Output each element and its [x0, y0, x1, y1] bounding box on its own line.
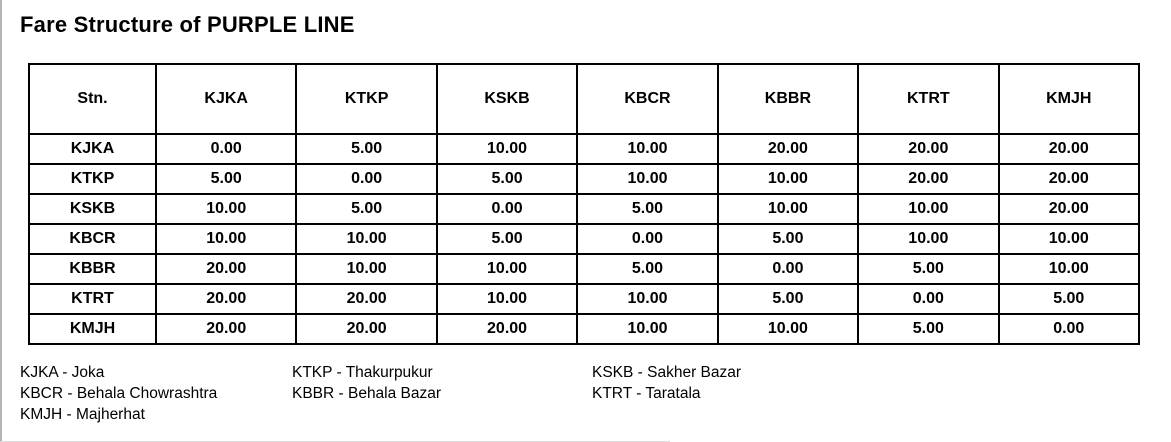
fare-cell: 10.00 [154, 193, 298, 225]
fare-cell: 10.00 [154, 223, 298, 255]
fare-cell: 0.00 [295, 163, 438, 195]
fare-cell: 10.00 [857, 223, 1000, 255]
fare-cell: 20.00 [857, 163, 1000, 195]
row-header-kbcr: KBCR [28, 223, 157, 255]
column-header-ktkp: KTKP [295, 63, 438, 135]
fare-cell: 10.00 [576, 133, 719, 165]
fare-row-ktkp: KTKP 5.00 0.00 5.00 10.00 10.00 20.00 20.00 [28, 163, 1141, 195]
window-left-edge [0, 0, 2, 442]
fare-cell: 20.00 [154, 313, 298, 345]
fare-cell: 5.00 [576, 193, 719, 225]
fare-cell: 10.00 [435, 133, 579, 165]
fare-cell: 20.00 [997, 133, 1141, 165]
fare-cell: 5.00 [154, 163, 298, 195]
fare-cell: 10.00 [716, 313, 860, 345]
station-legend: KJKA - Joka KBCR - Behala Chowrashtra KMJH… [20, 362, 912, 425]
fare-cell: 20.00 [857, 133, 1000, 165]
column-header-kskb: KSKB [435, 63, 579, 135]
fare-cell: 0.00 [435, 193, 579, 225]
legend-entry: KMJH - Majherhat [20, 406, 145, 423]
fare-cell: 5.00 [997, 283, 1141, 315]
fare-cell: 10.00 [295, 223, 438, 255]
fare-cell: 0.00 [997, 313, 1141, 345]
fare-cell: 5.00 [857, 313, 1000, 345]
fare-table: Stn. KJKA KTKP KSKB KBCR KBBR KTRT KMJH KJKA 0.… [28, 63, 1141, 345]
fare-cell: 20.00 [716, 133, 860, 165]
legend-entry: KTRT - Taratala [592, 385, 701, 402]
legend-entry: KBBR - Behala Bazar [292, 385, 442, 402]
page-title: Fare Structure of PURPLE LINE [20, 12, 355, 37]
row-header-ktrt: KTRT [28, 283, 157, 315]
fare-cell: 20.00 [295, 313, 438, 345]
fare-cell: 5.00 [295, 193, 438, 225]
fare-cell: 20.00 [154, 253, 298, 285]
fare-cell: 0.00 [154, 133, 298, 165]
fare-cell: 10.00 [857, 193, 1000, 225]
fare-cell: 5.00 [716, 283, 860, 315]
fare-table-header-row: Stn. KJKA KTKP KSKB KBCR KBBR KTRT KMJH [28, 63, 1141, 135]
fare-table-body: KJKA 0.00 5.00 10.00 10.00 20.00 20.00 20.00 KTK… [28, 133, 1141, 345]
fare-cell: 10.00 [997, 253, 1141, 285]
fare-cell: 20.00 [997, 193, 1141, 225]
legend-entry: KTKP - Thakurpukur [292, 364, 433, 381]
fare-cell: 20.00 [295, 283, 438, 315]
fare-cell: 0.00 [857, 283, 1000, 315]
fare-cell: 10.00 [576, 313, 719, 345]
fare-table-header: Stn. KJKA KTKP KSKB KBCR KBBR KTRT KMJH [28, 63, 1141, 135]
fare-cell: 10.00 [435, 253, 579, 285]
fare-row-kbcr: KBCR 10.00 10.00 5.00 0.00 5.00 10.00 10.00 [28, 223, 1141, 255]
legend-entry: KSKB - Sakher Bazar [592, 364, 742, 381]
row-header-kjka: KJKA [28, 133, 157, 165]
fare-cell: 20.00 [154, 283, 298, 315]
fare-cell: 20.00 [435, 313, 579, 345]
legend-entry: KJKA - Joka [20, 364, 105, 381]
fare-cell: 10.00 [576, 283, 719, 315]
column-header-kbcr: KBCR [576, 63, 719, 135]
row-header-ktkp: KTKP [28, 163, 157, 195]
fare-cell: 5.00 [435, 223, 579, 255]
fare-table-corner-header: Stn. [28, 63, 157, 135]
fare-cell: 5.00 [576, 253, 719, 285]
column-header-kmjh: KMJH [997, 63, 1141, 135]
row-header-kmjh: KMJH [28, 313, 157, 345]
fare-row-kjka: KJKA 0.00 5.00 10.00 10.00 20.00 20.00 20.00 [28, 133, 1141, 165]
fare-cell: 20.00 [997, 163, 1141, 195]
fare-cell: 5.00 [295, 133, 438, 165]
fare-cell: 5.00 [857, 253, 1000, 285]
fare-row-kmjh: KMJH 20.00 20.00 20.00 10.00 10.00 5.00 0.00 [28, 313, 1141, 345]
column-header-kjka: KJKA [154, 63, 298, 135]
legend-column: KTKP - Thakurpukur KBBR - Behala Bazar [292, 362, 592, 425]
fare-row-kbbr: KBBR 20.00 10.00 10.00 5.00 0.00 5.00 10.00 [28, 253, 1141, 285]
fare-row-ktrt: KTRT 20.00 20.00 10.00 10.00 5.00 0.00 5.00 [28, 283, 1141, 315]
row-header-kbbr: KBBR [28, 253, 157, 285]
fare-cell: 0.00 [716, 253, 860, 285]
fare-cell: 0.00 [576, 223, 719, 255]
legend-entry: KBCR - Behala Chowrashtra [20, 385, 218, 402]
fare-row-kskb: KSKB 10.00 5.00 0.00 5.00 10.00 10.00 20.00 [28, 193, 1141, 225]
fare-cell: 5.00 [435, 163, 579, 195]
column-header-ktrt: KTRT [857, 63, 1000, 135]
fare-cell: 5.00 [716, 223, 860, 255]
fare-cell: 10.00 [576, 163, 719, 195]
legend-column: KSKB - Sakher Bazar KTRT - Taratala [592, 362, 912, 425]
row-header-kskb: KSKB [28, 193, 157, 225]
fare-cell: 10.00 [997, 223, 1141, 255]
legend-column: KJKA - Joka KBCR - Behala Chowrashtra KMJH… [20, 362, 292, 425]
column-header-kbbr: KBBR [716, 63, 860, 135]
fare-cell: 10.00 [295, 253, 438, 285]
fare-cell: 10.00 [716, 163, 860, 195]
fare-cell: 10.00 [716, 193, 860, 225]
fare-cell: 10.00 [435, 283, 579, 315]
